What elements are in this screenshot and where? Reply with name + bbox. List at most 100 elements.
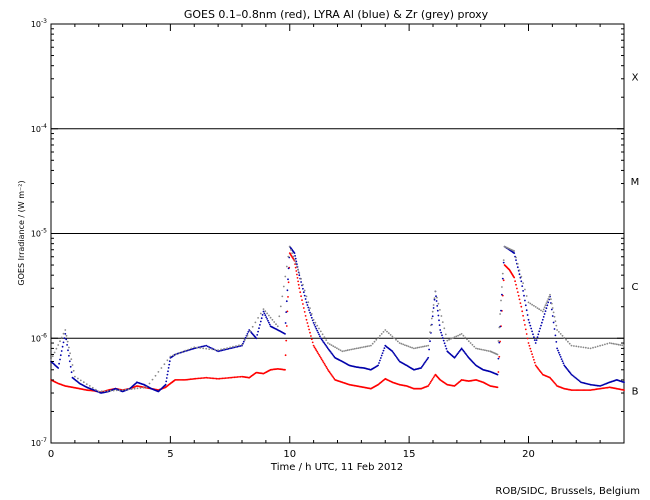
data-point	[617, 343, 620, 346]
data-point	[539, 327, 541, 330]
data-point	[545, 307, 548, 310]
data-point	[568, 342, 571, 345]
data-point	[294, 257, 297, 260]
data-point	[528, 321, 531, 324]
data-point	[229, 376, 232, 379]
data-point	[328, 343, 331, 345]
data-point	[64, 329, 67, 331]
data-point	[551, 315, 554, 317]
data-point	[321, 339, 324, 342]
data-point	[266, 312, 268, 315]
data-point	[441, 337, 444, 339]
data-point	[184, 349, 187, 352]
data-point	[549, 293, 551, 296]
data-point	[608, 342, 611, 344]
data-point	[429, 340, 431, 343]
data-point	[535, 339, 538, 341]
data-point	[312, 318, 315, 321]
data-point	[530, 350, 533, 353]
data-point	[259, 324, 261, 326]
y-tick-base: 10	[31, 230, 41, 239]
data-point	[502, 279, 505, 282]
data-point	[601, 344, 604, 346]
data-point	[310, 313, 313, 315]
data-point	[434, 290, 437, 293]
data-point	[208, 377, 211, 379]
data-point	[287, 296, 289, 298]
data-point	[284, 275, 287, 278]
data-point	[258, 327, 260, 330]
data-point	[309, 331, 311, 334]
data-point	[284, 322, 287, 324]
data-point	[74, 375, 76, 378]
data-point	[523, 294, 525, 297]
data-point	[524, 328, 527, 331]
y-tick-exponent: -4	[41, 123, 47, 130]
data-point	[559, 333, 562, 335]
data-point	[368, 345, 370, 347]
data-point	[243, 339, 246, 341]
data-point	[296, 263, 298, 265]
data-point	[529, 324, 532, 327]
data-point	[582, 346, 585, 349]
data-point	[515, 256, 517, 259]
data-point	[323, 362, 326, 365]
data-point	[306, 304, 309, 306]
data-point	[260, 317, 263, 320]
data-point	[430, 379, 433, 382]
data-point	[215, 377, 218, 380]
data-point	[308, 309, 310, 311]
data-point	[485, 349, 488, 352]
data-point	[460, 333, 463, 335]
data-point	[391, 335, 394, 338]
data-point	[531, 353, 533, 356]
data-point	[60, 350, 63, 352]
data-point	[400, 342, 403, 345]
data-point	[550, 302, 553, 305]
data-point	[66, 344, 68, 346]
data-point	[366, 345, 369, 348]
credit-text: ROB/SIDC, Brussels, Belgium	[495, 486, 640, 497]
data-point	[427, 356, 430, 359]
data-point	[236, 345, 239, 348]
data-point	[298, 287, 301, 290]
data-point	[433, 297, 436, 300]
data-point	[211, 348, 214, 351]
data-point	[584, 346, 587, 349]
data-point	[538, 308, 541, 311]
data-point	[565, 338, 567, 341]
data-point	[220, 348, 223, 351]
data-point	[197, 377, 200, 380]
data-point	[524, 299, 526, 302]
data-point	[541, 321, 543, 324]
data-point	[65, 338, 68, 341]
data-point	[208, 346, 211, 348]
data-point	[513, 250, 516, 252]
data-point	[387, 332, 390, 335]
data-point	[284, 368, 286, 371]
data-point	[382, 349, 385, 352]
data-point	[355, 347, 358, 350]
data-point	[527, 318, 530, 321]
data-point	[428, 383, 430, 386]
data-point	[200, 377, 203, 379]
data-point	[364, 345, 367, 348]
data-point	[544, 304, 547, 307]
x-tick-label: 0	[48, 449, 54, 460]
flare-class-label: C	[632, 282, 639, 293]
data-point	[469, 342, 472, 344]
data-point	[197, 346, 200, 349]
data-point	[440, 315, 443, 317]
data-point	[348, 349, 351, 351]
data-point	[168, 363, 171, 366]
data-point	[466, 338, 468, 341]
data-point	[515, 259, 517, 261]
data-point	[265, 316, 268, 318]
data-point	[525, 309, 528, 312]
y-tick-base: 10	[31, 20, 41, 29]
data-point	[433, 298, 436, 301]
data-point	[484, 349, 486, 352]
data-point	[557, 349, 559, 352]
data-point	[203, 345, 206, 347]
data-point	[85, 383, 88, 385]
